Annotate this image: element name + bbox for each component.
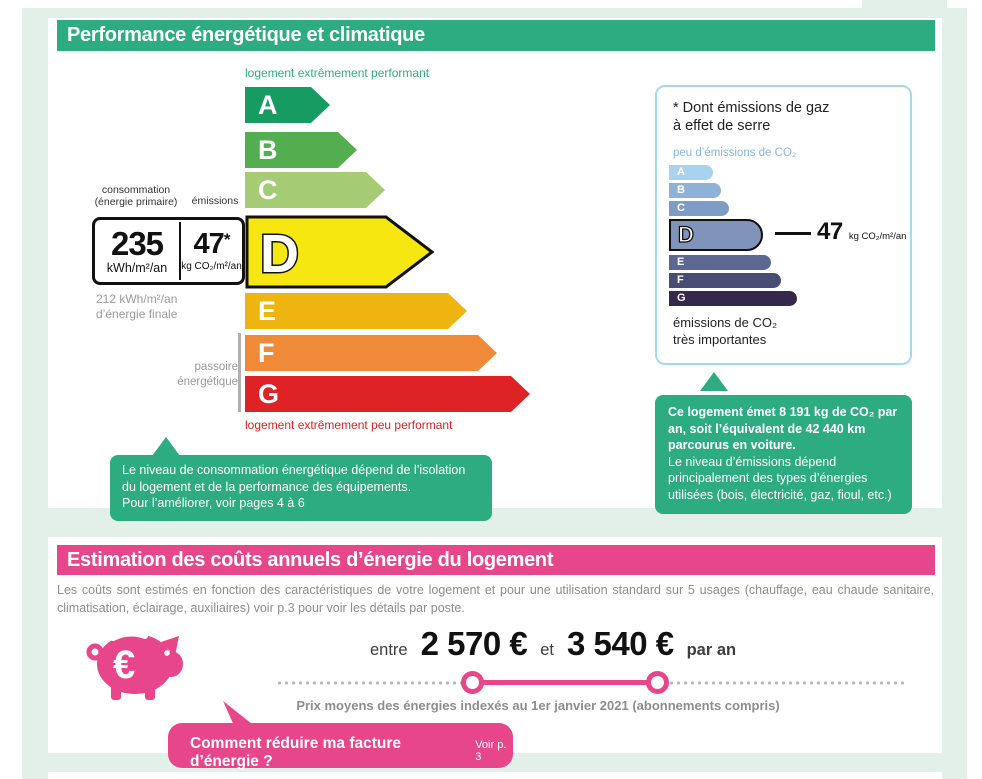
- piggy-bank-euro-icon: €: [86, 630, 183, 700]
- cost-range-highlight-segment: [472, 680, 658, 685]
- energy-section-title: Performance énergétique et climatique: [67, 24, 425, 46]
- next-panel-edge: [48, 772, 942, 779]
- co2-box-title: * Dont émissions de gaz à effet de serre: [673, 100, 830, 135]
- emissions-value: 47: [193, 228, 225, 260]
- consumption-callout: Le niveau de consommation énergétique dé…: [110, 455, 492, 521]
- co2-class-f-bar: F: [669, 273, 781, 288]
- reduce-bill-page-ref: Voir p. 3: [475, 739, 507, 763]
- consumption-value: 235: [110, 225, 164, 262]
- cost-max-marker: [646, 671, 669, 694]
- energy-class-g-arrow: G: [245, 376, 530, 412]
- scale-bottom-label: logement extrêmement peu performant: [245, 418, 453, 432]
- co2-class-g-bar: G: [669, 291, 797, 306]
- costs-section-banner: Estimation des coûts annuels d’énergie d…: [57, 545, 935, 575]
- cost-range-conjunction: et: [540, 641, 554, 659]
- energy-class-d-label: D: [260, 224, 299, 284]
- final-energy-note: 212 kWh/m²/an d’énergie finale: [96, 292, 178, 321]
- energy-class-c-label: C: [258, 174, 278, 205]
- passoire-bracket: [238, 333, 241, 412]
- co2-class-a-bar: A: [669, 165, 713, 180]
- energy-reading-box: 235 kWh/m²/an 47* kg CO₂/m²/an: [92, 217, 245, 285]
- emissions-reading: 47* kg CO₂/m²/an: [181, 220, 242, 282]
- emissions-unit: kg CO₂/m²/an: [181, 261, 242, 272]
- costs-section-title: Estimation des coûts annuels d’énergie d…: [67, 548, 554, 571]
- reading-column-headers: consommation (énergie primaire) émission…: [90, 184, 248, 208]
- co2-value: 47: [817, 218, 843, 245]
- co2-class-d-bar-current: D: [669, 219, 763, 251]
- cost-range-prefix: entre: [370, 641, 408, 659]
- energy-class-g-label: G: [258, 378, 280, 409]
- emissions-callout: Ce logement émet 8 191 kg de CO₂ par an,…: [655, 395, 912, 514]
- energy-class-b-arrow: B: [245, 132, 357, 168]
- costs-intro-text: Les coûts sont estimés en fonction des c…: [57, 583, 934, 615]
- energy-class-a-label: A: [258, 89, 278, 120]
- consumption-reading: 235 kWh/m²/an: [95, 220, 179, 282]
- co2-scale: A B C D E F G: [669, 165, 797, 309]
- energy-class-e-label: E: [258, 295, 277, 326]
- energy-class-c-arrow: C: [245, 172, 385, 208]
- reduce-bill-question: Comment réduire ma facture d’énergie ?: [190, 735, 402, 770]
- energy-class-b-label: B: [258, 134, 278, 165]
- piggy-euro-symbol: €: [113, 643, 135, 687]
- scale-top-label: logement extrêmement performant: [245, 66, 430, 80]
- cost-range-suffix: par an: [686, 641, 737, 659]
- consumption-unit: kWh/m²/an: [106, 261, 168, 275]
- energy-class-f-label: F: [258, 337, 275, 368]
- co2-low-label: peu d’émissions de CO₂: [673, 147, 797, 159]
- cost-min-marker: [461, 671, 484, 694]
- energy-class-d-arrow-shape: [245, 215, 435, 289]
- callout-pointer: [152, 437, 180, 456]
- co2-class-c-bar: C: [669, 201, 729, 216]
- energy-costs-panel: Estimation des coûts annuels d’énergie d…: [48, 537, 942, 753]
- co2-value-unit: kg CO₂/m²/an: [848, 231, 907, 242]
- energy-performance-panel: Performance énergétique et climatique lo…: [48, 18, 942, 521]
- cost-range: entre 2 570 € et 3 540 € par an: [370, 625, 736, 663]
- consumption-header: consommation (énergie primaire): [94, 184, 178, 208]
- emissions-header: émissions: [191, 195, 239, 207]
- co2-class-b-bar: B: [669, 183, 721, 198]
- emissions-star: *: [223, 230, 231, 249]
- passoire-label: passoire énergétique: [177, 361, 238, 388]
- energy-class-f-arrow: F: [245, 335, 497, 371]
- co2-emissions-box: * Dont émissions de gaz à effet de serre…: [655, 85, 912, 365]
- page-background-top-strip: [862, 0, 947, 8]
- price-index-note: Prix moyens des énergies indexés au 1er …: [296, 698, 780, 713]
- co2-class-e-bar: E: [669, 255, 771, 270]
- cost-min: 2 570 €: [420, 625, 528, 662]
- reduce-bill-callout: Comment réduire ma facture d’énergie ? V…: [168, 723, 513, 770]
- cost-max: 3 540 €: [566, 625, 674, 662]
- reading-divider: [179, 222, 181, 280]
- co2-high-label: émissions de CO₂ très importantes: [673, 315, 778, 347]
- energy-class-a-arrow: A: [245, 87, 330, 123]
- co2-value-leader-line: [775, 232, 811, 235]
- energy-class-d-arrow-current: D: [245, 215, 435, 289]
- energy-section-banner: Performance énergétique et climatique: [57, 20, 935, 51]
- energy-class-e-arrow: E: [245, 293, 467, 329]
- callout-pointer: [700, 372, 728, 391]
